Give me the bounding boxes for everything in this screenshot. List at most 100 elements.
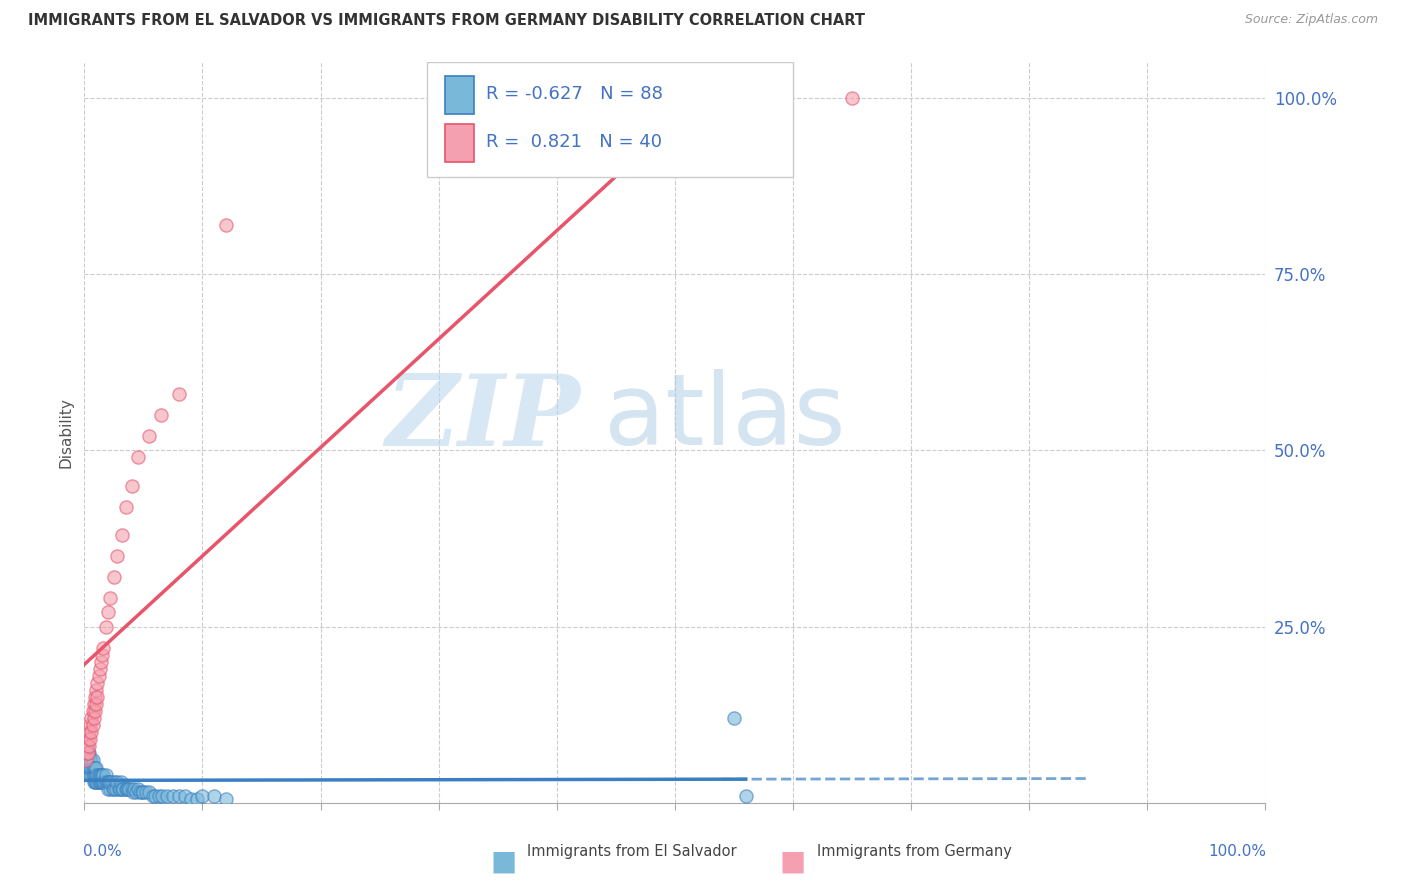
Point (111, 528, 134, 542)
Point (132, 785, 155, 799)
Point (112, 781, 135, 796)
Point (94, 619, 117, 633)
Bar (444, 124, 474, 162)
Point (80, 711, 103, 725)
Point (202, 789, 225, 803)
Text: 0.0%: 0.0% (83, 844, 122, 858)
Point (84, 767, 107, 781)
Point (150, 408, 173, 422)
Point (75, 747, 97, 761)
Point (82, 767, 104, 781)
Point (97, 606, 120, 620)
Point (79, 732, 101, 747)
Point (80, 725, 103, 739)
Point (103, 570, 125, 584)
Point (86, 676, 108, 690)
Text: ZIP: ZIP (385, 369, 581, 466)
Point (77, 754, 100, 768)
Point (131, 785, 153, 799)
Point (148, 789, 170, 803)
Point (77, 732, 100, 747)
Point (128, 785, 150, 799)
Point (98, 774, 121, 789)
Point (91, 648, 114, 662)
Point (89, 774, 111, 789)
Point (91, 767, 114, 781)
Point (138, 429, 160, 443)
Point (84, 774, 107, 789)
Point (84, 767, 107, 781)
Point (114, 500, 136, 514)
Point (77, 747, 100, 761)
Text: ■: ■ (491, 847, 517, 875)
Point (76, 747, 98, 761)
Point (98, 781, 121, 796)
Point (180, 792, 202, 806)
Point (82, 718, 104, 732)
Point (82, 754, 104, 768)
Point (89, 767, 111, 781)
Bar (444, 76, 474, 114)
Point (82, 704, 104, 718)
Point (98, 774, 121, 789)
Point (82, 760, 104, 774)
Text: Immigrants from Germany: Immigrants from Germany (817, 844, 1011, 858)
Point (79, 754, 101, 768)
Point (91, 767, 114, 781)
Point (77, 760, 100, 774)
Point (77, 754, 100, 768)
Point (80, 754, 103, 768)
Point (101, 781, 124, 796)
Point (162, 789, 184, 803)
Point (103, 781, 125, 796)
Point (100, 774, 122, 789)
Point (97, 781, 120, 796)
Point (83, 760, 105, 774)
Point (80, 767, 103, 781)
Point (77, 725, 100, 739)
Point (76, 739, 98, 754)
Point (142, 789, 165, 803)
Point (90, 655, 112, 669)
Point (150, 789, 173, 803)
Point (167, 789, 190, 803)
Point (143, 789, 166, 803)
Point (79, 760, 101, 774)
Point (87, 774, 110, 789)
Point (191, 789, 214, 803)
Point (114, 781, 136, 796)
Point (90, 774, 112, 789)
Point (86, 767, 108, 781)
Point (94, 767, 117, 781)
Point (105, 781, 128, 796)
Point (83, 697, 105, 711)
Text: 100.0%: 100.0% (1209, 844, 1267, 858)
Point (135, 785, 157, 799)
Point (83, 774, 105, 789)
Point (94, 774, 117, 789)
Point (87, 669, 110, 683)
Point (84, 683, 107, 698)
Point (107, 774, 129, 789)
Y-axis label: Disability: Disability (58, 397, 73, 468)
Point (167, 387, 190, 401)
Point (125, 785, 148, 799)
Point (127, 450, 149, 465)
Point (84, 697, 107, 711)
Point (75, 754, 97, 768)
Point (77, 739, 100, 754)
Point (215, 218, 238, 232)
Point (83, 767, 105, 781)
Point (122, 781, 145, 796)
Point (93, 774, 115, 789)
Point (84, 760, 107, 774)
Point (79, 767, 101, 781)
Point (84, 704, 107, 718)
Point (215, 792, 238, 806)
Text: Immigrants from El Salvador: Immigrants from El Salvador (527, 844, 737, 858)
Point (76, 754, 98, 768)
Point (107, 549, 129, 563)
Point (98, 591, 121, 606)
Point (77, 747, 100, 761)
Point (84, 774, 107, 789)
